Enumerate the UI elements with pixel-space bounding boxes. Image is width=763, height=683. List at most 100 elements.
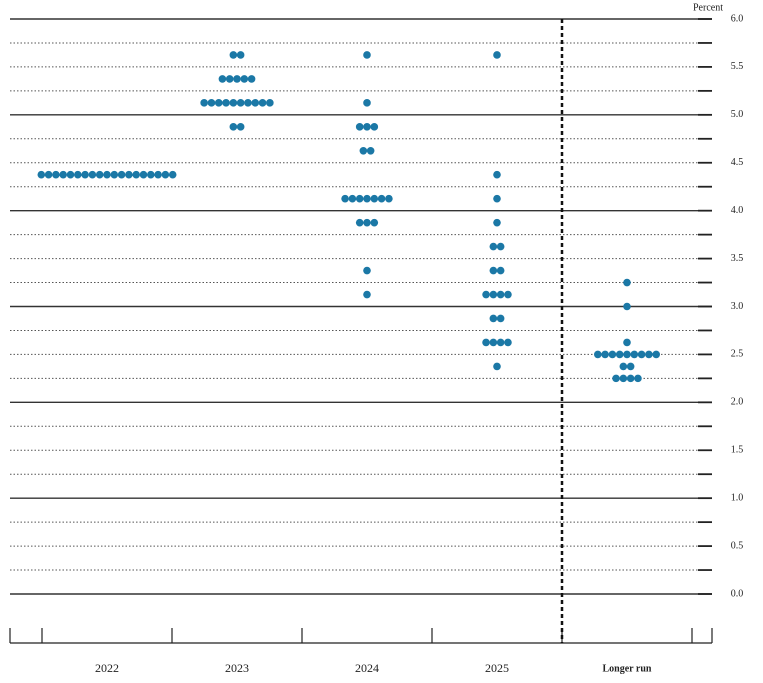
y-tick-label: 4.5 bbox=[731, 157, 744, 168]
dot bbox=[496, 338, 505, 347]
dot bbox=[623, 350, 631, 359]
dot bbox=[218, 75, 227, 83]
dot bbox=[168, 170, 177, 179]
dot bbox=[236, 51, 245, 59]
y-tick-label: 3.0 bbox=[731, 301, 744, 312]
dot bbox=[489, 242, 498, 251]
dot bbox=[493, 218, 501, 227]
dot bbox=[482, 338, 490, 347]
dot bbox=[615, 350, 624, 359]
x-tick-label: 2024 bbox=[355, 661, 379, 675]
dot bbox=[229, 99, 238, 107]
dot bbox=[489, 314, 498, 323]
dot bbox=[377, 194, 386, 203]
dot bbox=[266, 99, 274, 107]
y-tick-label: 0.0 bbox=[731, 588, 744, 599]
dot bbox=[637, 350, 646, 359]
y-tick-label: 0.5 bbox=[731, 540, 744, 551]
y-axis-label: Percent bbox=[693, 2, 723, 13]
dot bbox=[493, 170, 501, 179]
dot bbox=[504, 338, 512, 347]
dot bbox=[355, 194, 364, 203]
dot bbox=[619, 374, 628, 383]
dot bbox=[233, 75, 241, 83]
dot bbox=[74, 170, 82, 179]
dot bbox=[623, 338, 631, 347]
dot bbox=[44, 170, 53, 179]
dot bbox=[363, 51, 371, 59]
dot bbox=[634, 374, 642, 383]
dot bbox=[363, 218, 371, 227]
dot bbox=[355, 218, 364, 227]
dot bbox=[496, 266, 505, 275]
dot bbox=[489, 290, 498, 299]
y-tick-label: 1.0 bbox=[731, 492, 744, 503]
dot bbox=[385, 194, 393, 203]
dot bbox=[370, 218, 379, 227]
dot bbox=[258, 99, 267, 107]
dot bbox=[59, 170, 67, 179]
dot bbox=[496, 314, 505, 323]
dot bbox=[504, 290, 512, 299]
dot bbox=[251, 99, 260, 107]
y-tick-label: 1.5 bbox=[731, 445, 744, 456]
dot bbox=[229, 123, 238, 131]
dot bbox=[612, 374, 620, 383]
y-tick-label: 6.0 bbox=[731, 13, 744, 24]
dot bbox=[214, 99, 223, 107]
dot bbox=[147, 170, 155, 179]
dot bbox=[363, 99, 371, 107]
dot bbox=[154, 170, 162, 179]
y-tick-label: 2.5 bbox=[731, 349, 744, 360]
dot bbox=[366, 146, 375, 155]
dot bbox=[110, 170, 119, 179]
dot bbox=[117, 170, 126, 179]
dot bbox=[236, 123, 245, 131]
dot bbox=[355, 123, 364, 131]
dot bbox=[225, 75, 234, 83]
x-tick-label: 2023 bbox=[225, 661, 249, 675]
dot bbox=[139, 170, 148, 179]
dot bbox=[207, 99, 216, 107]
dot bbox=[37, 170, 46, 179]
dot bbox=[81, 170, 89, 179]
dot bbox=[363, 290, 371, 299]
x-tick-label: 2025 bbox=[485, 661, 509, 675]
dot bbox=[341, 194, 349, 203]
dot bbox=[493, 51, 501, 59]
dot bbox=[601, 350, 609, 359]
dot bbox=[489, 338, 498, 347]
dot bbox=[103, 170, 111, 179]
dot bbox=[240, 75, 249, 83]
dot bbox=[161, 170, 170, 179]
dot bbox=[363, 194, 371, 203]
dot bbox=[229, 51, 238, 59]
dot bbox=[489, 266, 498, 275]
dot bbox=[66, 170, 75, 179]
dot bbox=[244, 99, 252, 107]
dot bbox=[363, 123, 371, 131]
dot bbox=[594, 350, 602, 359]
y-tick-label: 2.0 bbox=[731, 397, 744, 408]
dot bbox=[125, 170, 133, 179]
dot bbox=[348, 194, 357, 203]
dot bbox=[652, 350, 660, 359]
dot bbox=[247, 75, 256, 83]
dot bbox=[236, 99, 245, 107]
dot bbox=[482, 290, 490, 299]
dot bbox=[370, 194, 379, 203]
y-tick-label: 5.5 bbox=[731, 61, 744, 72]
y-tick-label: 5.0 bbox=[731, 109, 744, 120]
dot bbox=[200, 99, 208, 107]
x-tick-label: 2022 bbox=[95, 661, 119, 675]
dot bbox=[359, 146, 368, 155]
dot bbox=[370, 123, 379, 131]
dot bbox=[630, 350, 639, 359]
y-tick-label: 3.5 bbox=[731, 253, 744, 264]
x-tick-label: Longer run bbox=[603, 663, 652, 674]
dot bbox=[623, 278, 631, 287]
dot bbox=[608, 350, 617, 359]
dot bbox=[52, 170, 60, 179]
